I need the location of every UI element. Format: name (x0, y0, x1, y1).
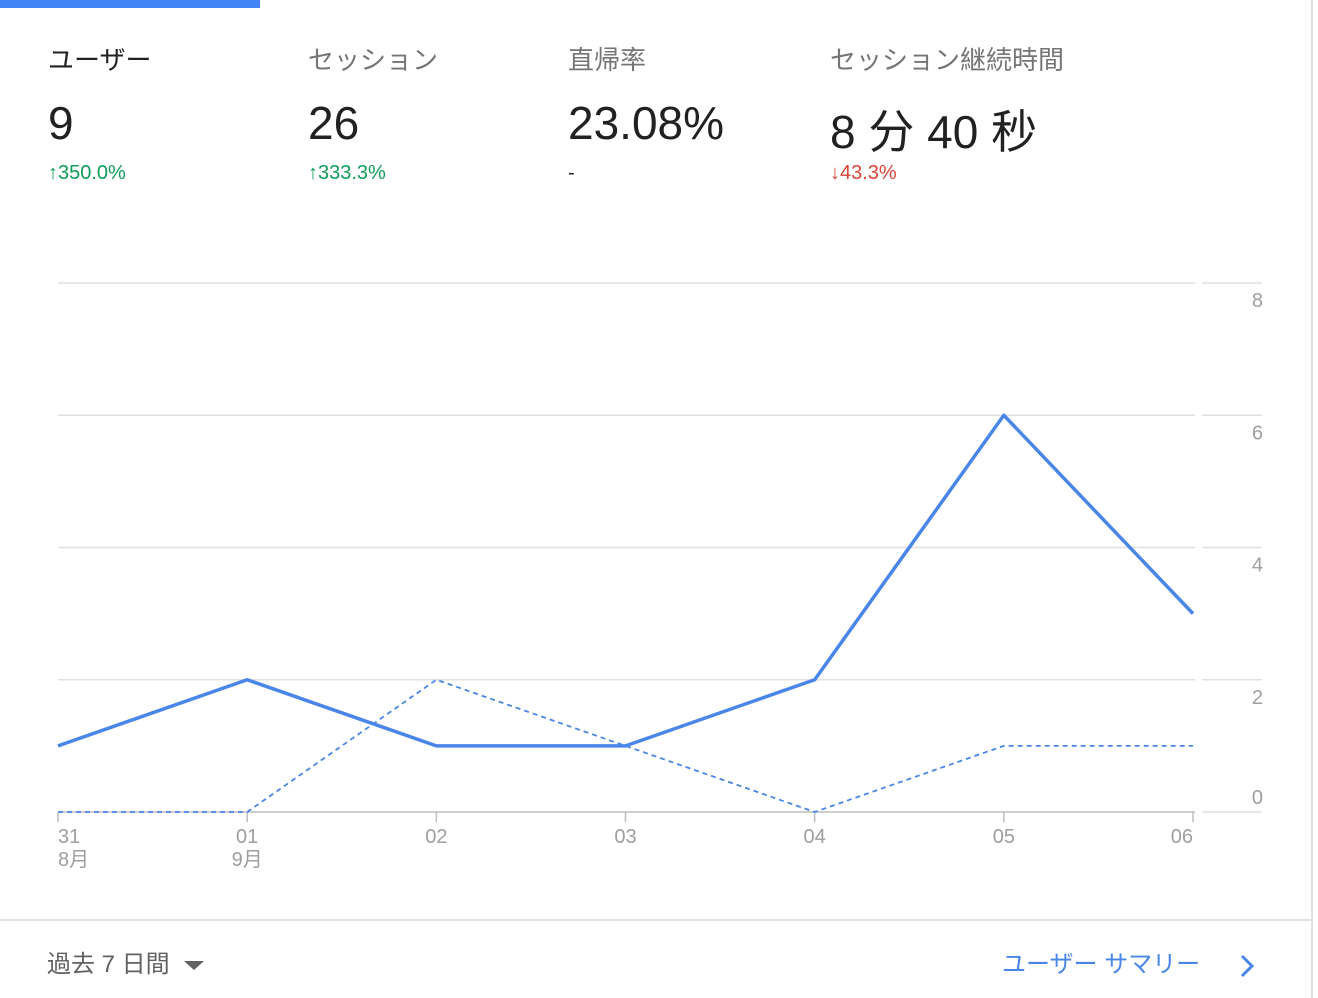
date-range-text[interactable]: 過去 7 日間 (47, 951, 170, 978)
metric-value: 8 分 40 秒 (830, 106, 1038, 158)
y-tick-label: 4 (1252, 555, 1263, 577)
metric-value: 9 (48, 97, 74, 149)
y-tick-label: 0 (1252, 787, 1263, 809)
y-tick-label: 6 (1252, 422, 1263, 444)
metric-label[interactable]: 直帰率 (568, 45, 647, 75)
metric-change: - (568, 162, 575, 184)
summary-link[interactable]: ユーザー サマリー (1002, 944, 1257, 980)
metric-change: ↑333.3% (308, 162, 386, 184)
metric-label[interactable]: セッション継続時間 (830, 45, 1065, 75)
x-tick-label: 04 (804, 826, 826, 848)
active-tab-indicator (0, 0, 260, 8)
comparison-line (58, 678, 1193, 813)
x-tick-label: 05 (993, 826, 1015, 848)
y-tick-label: 8 (1252, 290, 1263, 312)
dropdown-arrow (184, 961, 205, 970)
x-tick-label: 06 (1171, 826, 1193, 848)
month-label: 8月 (58, 849, 89, 871)
chevron-right (1240, 954, 1254, 977)
x-tick-label: 01 (236, 826, 258, 848)
metric-value: 26 (308, 97, 360, 149)
x-tick-label: 02 (425, 826, 447, 848)
x-tick-label: 31 (58, 826, 80, 848)
card-border (1311, 0, 1313, 998)
metric-change: ↑350.0% (48, 162, 126, 184)
y-tick-label: 2 (1252, 687, 1263, 709)
month-label: 9月 (232, 849, 263, 871)
summary-link-text[interactable]: ユーザー サマリー (1002, 951, 1201, 978)
x-tick-label: 03 (614, 826, 636, 848)
metric-label[interactable]: セッション (308, 45, 439, 75)
date-range-dropdown[interactable]: 過去 7 日間 (47, 944, 206, 979)
metric-value: 23.08% (568, 97, 725, 149)
metric-label[interactable]: ユーザー (48, 45, 152, 75)
series-line (57, 413, 1195, 748)
divider (0, 919, 1312, 921)
metric-change: ↓43.3% (830, 162, 897, 184)
